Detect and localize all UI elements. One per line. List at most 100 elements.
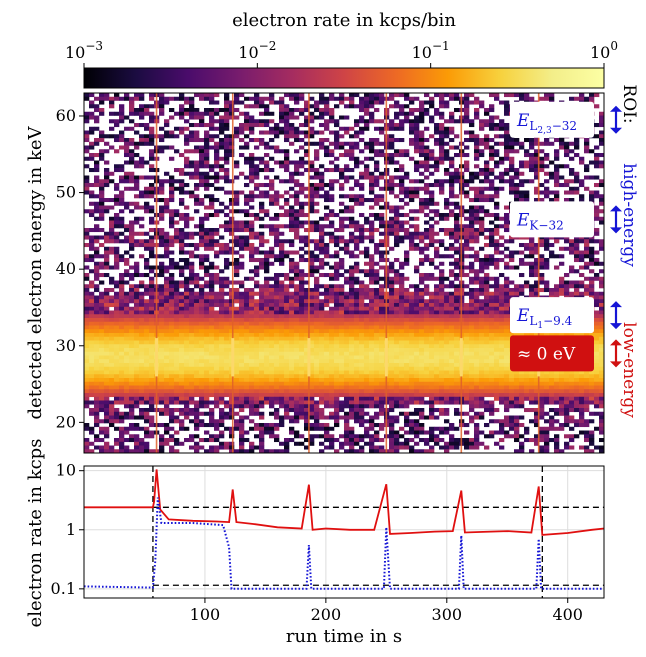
heatmap-cell <box>159 187 164 191</box>
heatmap-cell <box>204 284 209 288</box>
heatmap-cell <box>134 359 139 363</box>
heatmap-cell <box>219 344 224 348</box>
heatmap-cell <box>409 243 414 247</box>
heatmap-cell <box>234 329 239 333</box>
heatmap-cell <box>144 262 149 266</box>
heatmap-cell <box>484 164 489 168</box>
heatmap-cell <box>339 247 344 251</box>
heatmap-cell <box>449 311 454 315</box>
heatmap-cell <box>339 221 344 225</box>
heatmap-cell <box>144 258 149 262</box>
heatmap-cell <box>474 97 479 101</box>
heatmap-cell <box>179 243 184 247</box>
heatmap-cell <box>594 161 599 165</box>
heatmap-cell <box>309 134 314 138</box>
heatmap-cell <box>104 344 109 348</box>
heatmap-cell <box>104 322 109 326</box>
heatmap-cell <box>489 146 494 150</box>
heatmap-cell <box>119 116 124 120</box>
heatmap-cell <box>269 262 274 266</box>
heatmap-cell <box>284 348 289 352</box>
heatmap-cell <box>319 236 324 240</box>
heatmap-cell <box>379 288 384 292</box>
heatmap-cell <box>294 108 299 112</box>
heatmap-cell <box>314 224 319 228</box>
heatmap-cell <box>394 352 399 356</box>
heatmap-cell <box>129 247 134 251</box>
heatmap-cell <box>404 311 409 315</box>
heatmap-cell <box>204 254 209 258</box>
heatmap-cell <box>419 258 424 262</box>
heatmap-cell <box>169 224 174 228</box>
heatmap-cell <box>469 356 474 360</box>
heatmap-cell <box>294 127 299 131</box>
heatmap-cell <box>299 288 304 292</box>
heatmap-cell <box>209 273 214 277</box>
heatmap-cell <box>434 307 439 311</box>
heatmap-cell <box>94 269 99 273</box>
heatmap-cell <box>164 232 169 236</box>
heatmap-cell <box>84 191 89 195</box>
heatmap-cell <box>264 284 269 288</box>
heatmap-cell <box>559 281 564 285</box>
heatmap-cell <box>299 299 304 303</box>
heatmap-cell <box>399 153 404 157</box>
heatmap-cell <box>174 326 179 330</box>
heatmap-cell <box>494 333 499 337</box>
heatmap-cell <box>329 183 334 187</box>
heatmap-cell <box>419 232 424 236</box>
heatmap-cell <box>114 168 119 172</box>
heatmap-cell <box>379 348 384 352</box>
heatmap-cell <box>559 146 564 150</box>
heatmap-cell <box>444 247 449 251</box>
heatmap-cell <box>479 333 484 337</box>
heatmap-cell <box>219 243 224 247</box>
heatmap-cell <box>129 356 134 360</box>
heatmap-cell <box>119 303 124 307</box>
heatmap-cell <box>314 326 319 330</box>
heatmap-cell <box>194 187 199 191</box>
heatmap-cell <box>89 281 94 285</box>
heatmap-cell <box>554 149 559 153</box>
heatmap-cell <box>319 183 324 187</box>
heatmap-cell <box>339 224 344 228</box>
heatmap-cell <box>379 307 384 311</box>
heatmap-cell <box>354 307 359 311</box>
heatmap-cell <box>174 337 179 341</box>
heatmap-cell <box>124 329 129 333</box>
heatmap-cell <box>174 221 179 225</box>
heatmap-cell <box>489 356 494 360</box>
heatmap-cell <box>484 307 489 311</box>
heatmap-cell <box>254 311 259 315</box>
heatmap-cell <box>374 307 379 311</box>
heatmap-cell <box>569 243 574 247</box>
heatmap-cell <box>134 243 139 247</box>
heatmap-cell <box>184 262 189 266</box>
heatmap-cell <box>214 314 219 318</box>
heatmap-cell <box>259 352 264 356</box>
heatmap-cell <box>424 326 429 330</box>
heatmap-cell <box>329 194 334 198</box>
heatmap-cell <box>539 239 544 243</box>
heatmap-cell <box>404 191 409 195</box>
heatmap-cell <box>189 108 194 112</box>
heatmap-cell <box>484 288 489 292</box>
heatmap-cell <box>164 292 169 296</box>
heatmap-cell <box>449 352 454 356</box>
heatmap-cell <box>189 348 194 352</box>
heatmap-cell <box>464 168 469 172</box>
heatmap-cell <box>284 322 289 326</box>
heatmap-cell <box>484 337 489 341</box>
heatmap-cell <box>264 337 269 341</box>
heatmap-cell <box>209 232 214 236</box>
heatmap-cell <box>104 172 109 176</box>
heatmap-cell <box>544 138 549 142</box>
heatmap-cell <box>494 127 499 131</box>
heatmap-cell <box>294 314 299 318</box>
heatmap-cell <box>474 254 479 258</box>
heatmap-cell <box>129 322 134 326</box>
heatmap-cell <box>89 326 94 330</box>
heatmap-cell <box>389 288 394 292</box>
heatmap-cell <box>114 198 119 202</box>
heatmap-cell <box>589 97 594 101</box>
